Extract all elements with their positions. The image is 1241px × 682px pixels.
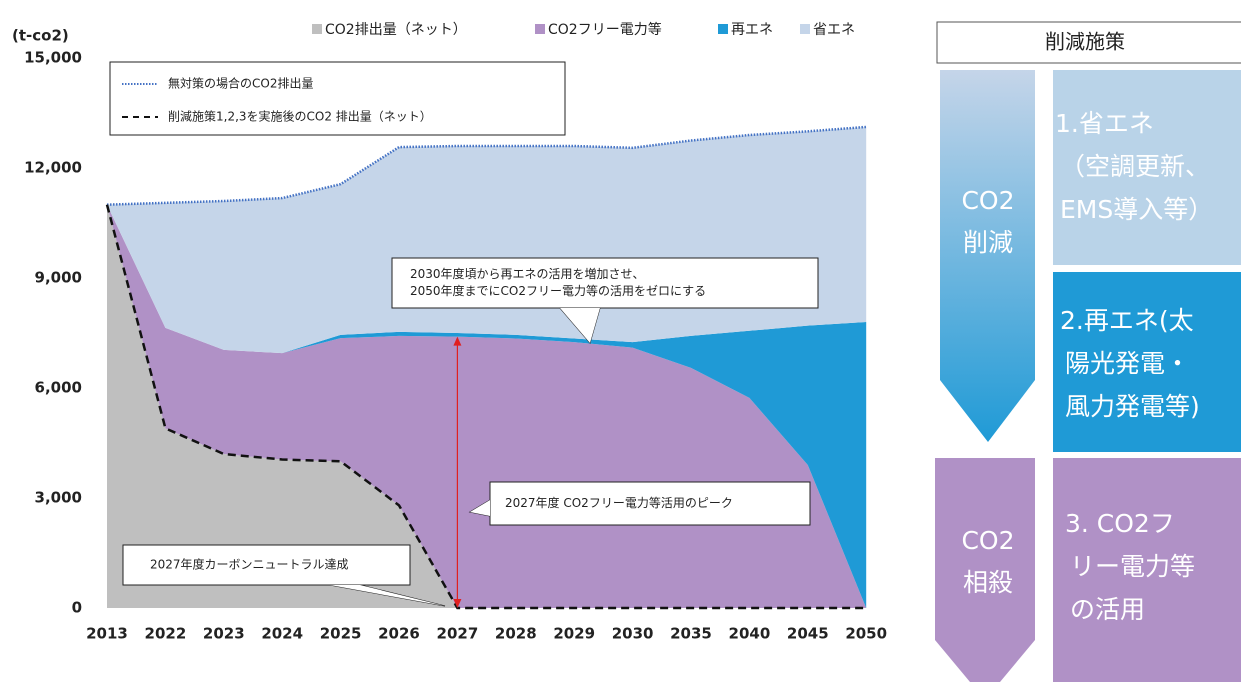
offset-arrow <box>935 458 1035 682</box>
box-label: の活用 <box>1070 595 1145 624</box>
arrow-label: CO2 <box>961 186 1014 215</box>
legend-label: 無対策の場合のCO2排出量 <box>168 76 313 91</box>
box <box>1053 458 1241 682</box>
x-tick-label: 2035 <box>670 625 712 643</box>
box-label: 風力発電等) <box>1065 392 1200 421</box>
legend-label: 削減施策1,2,3を実施後のCO2 排出量（ネット） <box>168 109 432 124</box>
annotation: 2027年度 CO2フリー電力等活用のピーク <box>505 495 733 510</box>
arrow-label: 削減 <box>963 228 1013 257</box>
legend-label: 再エネ <box>731 22 773 38</box>
x-tick-label: 2023 <box>203 625 245 643</box>
legend-swatch <box>535 24 545 34</box>
x-tick-label: 2026 <box>378 625 420 643</box>
y-tick-label: 15,000 <box>24 49 82 67</box>
area <box>107 126 867 354</box>
panel: 削減施策 CO2 削減 CO2 相殺 1.省エネ （空調更新、 EMS導入等） 2.再エネ(太陽… <box>935 21 1241 682</box>
box <box>1053 70 1241 265</box>
x-tick-label: 2030 <box>612 625 654 643</box>
callout-cover <box>470 500 490 516</box>
x-tick-label: 2045 <box>787 625 829 643</box>
chart: 0 3,000 6,000 9,000 12,000 15,000 2013 2022 2023… <box>12 21 887 643</box>
arrow-label: CO2 <box>961 526 1014 555</box>
y-tick-label: 6,000 <box>35 379 82 397</box>
x-tick-label: 2040 <box>729 625 771 643</box>
area <box>107 204 867 608</box>
box-label: 陽光発電・ <box>1065 349 1190 378</box>
legend-label: CO2フリー電力等 <box>548 21 662 38</box>
callout-cover <box>330 585 445 606</box>
x-tick-label: 2022 <box>145 625 187 643</box>
x-tick-label: 2029 <box>553 625 595 643</box>
x-tick-label: 2013 <box>86 625 128 643</box>
box-label: 2.再エネ(太 <box>1060 306 1194 335</box>
legend-swatch <box>718 24 728 34</box>
title-box <box>936 21 1241 64</box>
legend-box <box>109 61 566 136</box>
box-label: 3. CO2フ <box>1065 509 1175 538</box>
y-tick-label: 12,000 <box>24 159 82 177</box>
callout-cover <box>560 308 600 343</box>
arrow-label: 相殺 <box>963 568 1013 597</box>
y-tick-label: 0 <box>72 599 82 617</box>
x-tick-label: 2050 <box>845 625 887 643</box>
annotation: 2030年度頃から再エネの活用を増加させ、 <box>410 266 645 281</box>
callout-box <box>391 257 819 309</box>
box-label: EMS導入等） <box>1060 195 1213 224</box>
y-axis-label: (t-co2) <box>12 27 69 45</box>
panel-title: 削減施策 <box>1045 30 1125 54</box>
y-tick-label: 3,000 <box>35 489 82 507</box>
line <box>105 204 867 610</box>
x-tick-label: 2024 <box>261 625 303 643</box>
legend-label: CO2排出量（ネット） <box>325 22 467 38</box>
legend-swatch <box>800 24 810 34</box>
x-tick-label: 2025 <box>320 625 362 643</box>
annotation: 2050年度までにCO2フリー電力等の活用をゼロにする <box>410 283 706 298</box>
line <box>106 125 867 206</box>
box <box>1053 272 1241 452</box>
x-tick-label: 2028 <box>495 625 537 643</box>
callout-box <box>122 544 411 586</box>
box-label: リー電力等 <box>1070 552 1195 581</box>
reduce-arrow <box>940 70 1035 442</box>
box-label: （空調更新、 <box>1060 152 1210 181</box>
y-tick-label: 9,000 <box>35 269 82 287</box>
annotation: 2027年度カーボンニュートラル達成 <box>150 557 349 572</box>
legend-swatch <box>312 24 322 34</box>
legend-label: 省エネ <box>813 22 855 38</box>
x-tick-label: 2027 <box>437 625 479 643</box>
box-label: 1.省エネ <box>1055 109 1154 138</box>
